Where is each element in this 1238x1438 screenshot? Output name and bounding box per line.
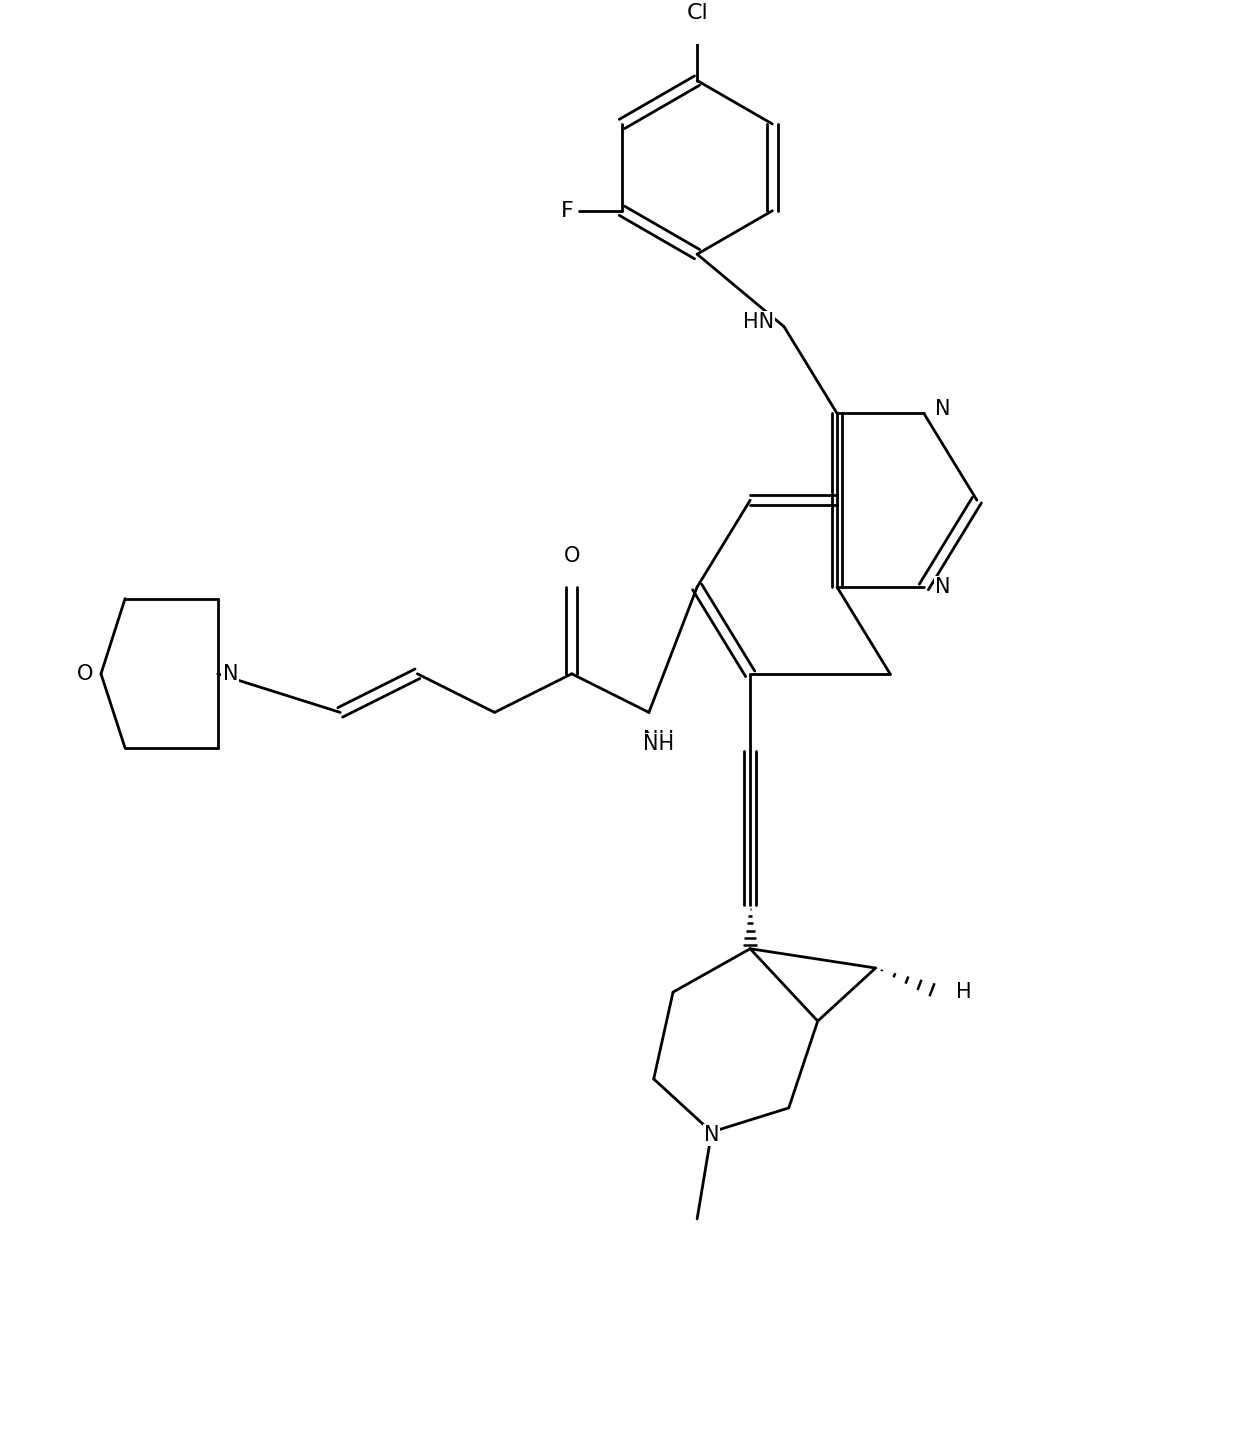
Text: Cl: Cl xyxy=(686,3,708,23)
Text: H: H xyxy=(956,982,972,1002)
Text: HN: HN xyxy=(743,312,774,332)
Text: N: N xyxy=(936,577,951,597)
Text: O: O xyxy=(563,546,579,565)
Text: N: N xyxy=(704,1125,719,1145)
Text: NH: NH xyxy=(643,733,675,754)
Text: N: N xyxy=(936,398,951,418)
Text: NH: NH xyxy=(643,729,675,749)
Text: F: F xyxy=(561,201,573,221)
Text: N: N xyxy=(223,664,238,684)
Text: O: O xyxy=(77,664,93,684)
